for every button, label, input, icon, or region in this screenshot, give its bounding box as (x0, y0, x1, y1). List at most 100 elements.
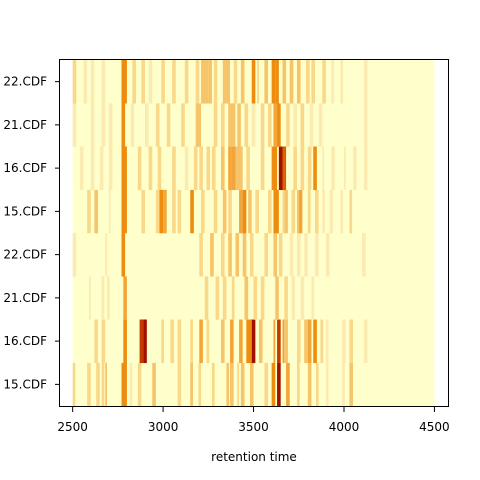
heatmap-cell (340, 60, 344, 104)
heatmap-cell (304, 233, 308, 277)
x-tick-label: 2500 (57, 420, 88, 434)
y-tick-label: 21.CDF (3, 291, 47, 305)
heatmap-cell (199, 319, 203, 364)
heatmap-cell (264, 233, 269, 277)
heatmap-cell (322, 146, 325, 191)
heatmap-cell (231, 276, 235, 320)
heatmap-cell (315, 189, 319, 234)
x-tick-label: 3500 (238, 420, 269, 434)
heatmap-cell (211, 362, 215, 407)
heatmap-cell (101, 103, 106, 147)
heatmap-cell (210, 233, 214, 277)
heatmap-cell (271, 146, 278, 191)
heatmap-cell (201, 189, 205, 234)
heatmap-cell (307, 319, 312, 364)
heatmap-cell (190, 362, 193, 407)
heatmap-cell (233, 60, 238, 104)
heatmap-cell (141, 189, 146, 234)
heatmap-cell (101, 60, 106, 104)
heatmap-cell (184, 146, 189, 191)
heatmap-row-background (72, 146, 435, 190)
y-axis: 15.CDF 16.CDF 21.CDF 22.CDF 15.CDF 16.CDF 21.C… (3, 75, 60, 391)
heatmap-cell (320, 319, 324, 364)
heatmap-cell (253, 276, 258, 320)
heatmap-cell (157, 146, 162, 191)
y-tick-label: 15.CDF (3, 377, 47, 391)
heatmap-cell (148, 146, 153, 191)
heatmap-cell (184, 60, 189, 104)
heatmap-cell (349, 319, 354, 364)
heatmap-cell (177, 362, 182, 407)
heatmap-cell (296, 319, 301, 364)
y-tick-label: 15.CDF (3, 204, 47, 218)
heatmap-cell (363, 103, 368, 147)
heatmap-cell (213, 103, 218, 147)
heatmap-cell (137, 362, 142, 407)
heatmap-cell (244, 103, 249, 147)
heatmap-cell (284, 276, 288, 320)
heatmap-cell (239, 319, 243, 364)
heatmap-cell (201, 60, 209, 104)
heatmap-cell (304, 319, 308, 364)
heatmap-cell (325, 233, 330, 277)
heatmap-cell (228, 103, 236, 147)
heatmap-cell (90, 60, 95, 104)
heatmap-cell (87, 362, 91, 407)
heatmap-cell (258, 319, 263, 364)
heatmap-cell (322, 60, 326, 104)
heatmap-cell (284, 189, 288, 234)
heatmap-cell (277, 319, 281, 364)
heatmap-cell (230, 319, 234, 364)
heatmap-cell (121, 60, 127, 104)
heatmap-cell (331, 146, 335, 191)
heatmap-cell (340, 189, 344, 234)
heatmap-cell (90, 146, 95, 191)
heatmap-cell (105, 362, 108, 407)
heatmap-cell (271, 362, 276, 407)
heatmap-cell (278, 146, 283, 191)
heatmap-cell (291, 276, 296, 320)
heatmap-cell (298, 189, 303, 234)
heatmap-cell (273, 103, 278, 147)
y-tick-label: 16.CDF (3, 161, 47, 175)
heatmap-cell (251, 60, 256, 104)
heatmap-cell (309, 103, 314, 147)
heatmap-cell (260, 146, 265, 191)
heatmap-cell (132, 60, 136, 104)
heatmap-cells (72, 60, 435, 407)
heatmap-cell (235, 233, 240, 277)
heatmap-cell (228, 233, 232, 277)
heatmap-cell (282, 146, 287, 191)
heatmap-cell (307, 146, 312, 191)
y-tick-label: 16.CDF (3, 334, 47, 348)
heatmap-cell (181, 103, 185, 147)
heatmap-cell (193, 146, 198, 191)
heatmap-cell (246, 319, 252, 364)
heatmap-cell (273, 319, 276, 364)
heatmap-cell (242, 189, 247, 234)
heatmap-cell (237, 103, 241, 147)
heatmap-row-background (72, 233, 435, 277)
heatmap-cell (72, 103, 77, 147)
x-tick-label: 4500 (419, 420, 450, 434)
heatmap-cell (155, 189, 160, 234)
heatmap-cell (315, 233, 319, 277)
heatmap-cell (208, 60, 212, 104)
heatmap-cell (206, 319, 210, 364)
heatmap-cell (260, 103, 265, 147)
heatmap-cell (244, 276, 249, 320)
heatmap-cell (228, 146, 232, 191)
heatmap-cell (222, 276, 227, 320)
x-axis-title: retention time (211, 450, 297, 464)
heatmap-cell (213, 60, 218, 104)
heatmap-cell (318, 103, 323, 147)
heatmap-cell (105, 233, 108, 277)
heatmap-cell (129, 362, 133, 407)
heatmap-cell (278, 233, 283, 277)
heatmap-cell (289, 233, 294, 277)
heatmap-cell (199, 233, 203, 277)
heatmap-cell (220, 319, 225, 364)
heatmap-cell (163, 189, 167, 234)
heatmap-cell (90, 103, 95, 147)
